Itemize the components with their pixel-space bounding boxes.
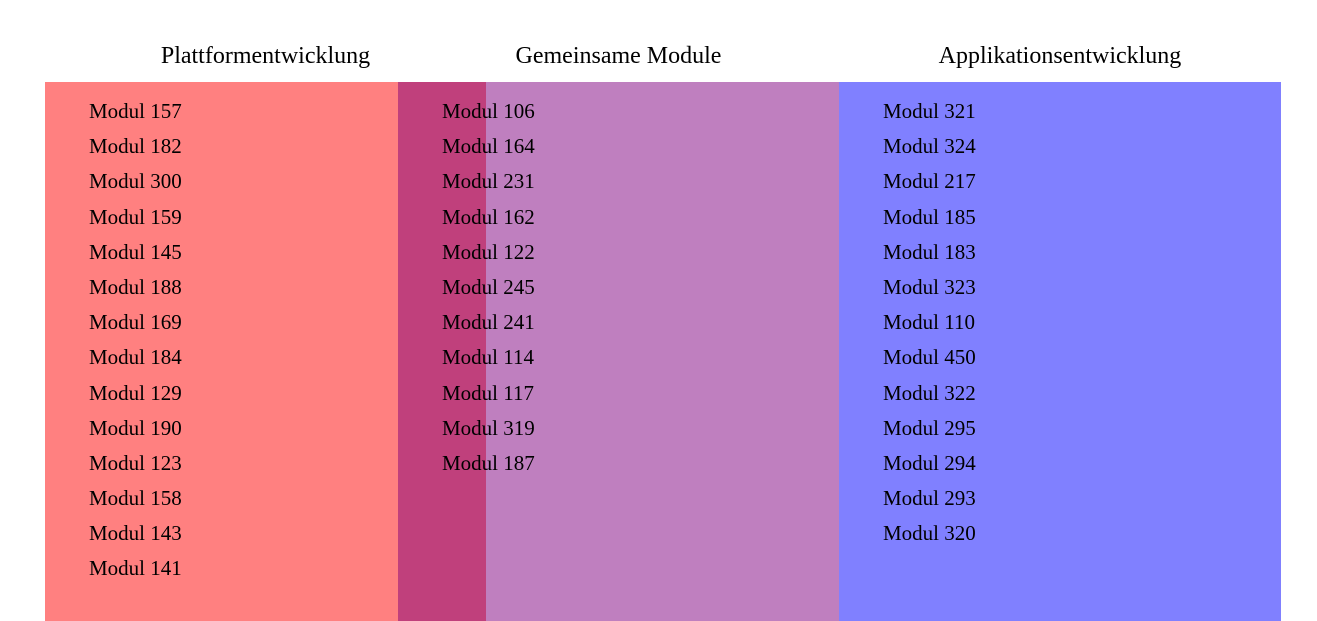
common-band [486, 82, 839, 621]
module-item: Modul 324 [883, 134, 976, 159]
application-band [839, 82, 1281, 621]
module-item: Modul 129 [89, 380, 182, 405]
overlap-band [398, 82, 486, 621]
module-item: Modul 320 [883, 521, 976, 546]
module-item: Modul 157 [89, 99, 182, 123]
module-item: Modul 114 [442, 345, 534, 370]
module-item: Modul 106 [442, 99, 535, 123]
module-item: Modul 184 [89, 345, 182, 370]
module-item: Modul 182 [89, 134, 182, 159]
module-item: Modul 143 [89, 521, 182, 546]
module-item: Modul 231 [442, 169, 535, 194]
platform-heading: Plattformentwicklung [160, 43, 371, 69]
module-item: Modul 158 [89, 486, 182, 511]
module-item: Modul 294 [883, 450, 976, 475]
common-module-list: Modul 106 Modul 164 Modul 231 Modul 162 Modu… [442, 94, 535, 481]
module-item: Modul 217 [883, 169, 976, 194]
module-item: Modul 159 [89, 204, 182, 229]
module-item: Modul 295 [883, 415, 976, 440]
module-item: Modul 241 [442, 310, 535, 335]
module-item: Modul 141 [89, 556, 182, 581]
module-item: Modul 322 [883, 380, 976, 405]
application-module-list: Modul 321 Modul 324 Modul 217 Modul 185 Modu… [883, 94, 976, 551]
common-heading: Gemeinsame Module [515, 43, 722, 69]
module-item: Modul 319 [442, 415, 535, 440]
platform-band [45, 82, 398, 621]
module-item: Modul 300 [89, 169, 182, 194]
module-item: Modul 321 [883, 99, 976, 123]
module-item: Modul 110 [883, 310, 975, 335]
module-item: Modul 293 [883, 486, 976, 511]
module-item: Modul 169 [89, 310, 182, 335]
module-item: Modul 117 [442, 380, 534, 405]
module-item: Modul 323 [883, 274, 976, 299]
module-item: Modul 188 [89, 274, 182, 299]
module-item: Modul 183 [883, 239, 976, 264]
module-item: Modul 187 [442, 450, 535, 475]
module-item: Modul 185 [883, 204, 976, 229]
module-item: Modul 245 [442, 274, 535, 299]
module-item: Modul 123 [89, 450, 182, 475]
module-item: Modul 122 [442, 239, 535, 264]
module-item: Modul 145 [89, 239, 182, 264]
module-item: Modul 450 [883, 345, 976, 370]
module-item: Modul 190 [89, 415, 182, 440]
application-heading: Applikationsentwicklung [938, 43, 1182, 69]
module-item: Modul 162 [442, 204, 535, 229]
module-item: Modul 164 [442, 134, 535, 159]
platform-module-list: Modul 157 Modul 182 Modul 300 Modul 159 Modu… [89, 94, 182, 587]
